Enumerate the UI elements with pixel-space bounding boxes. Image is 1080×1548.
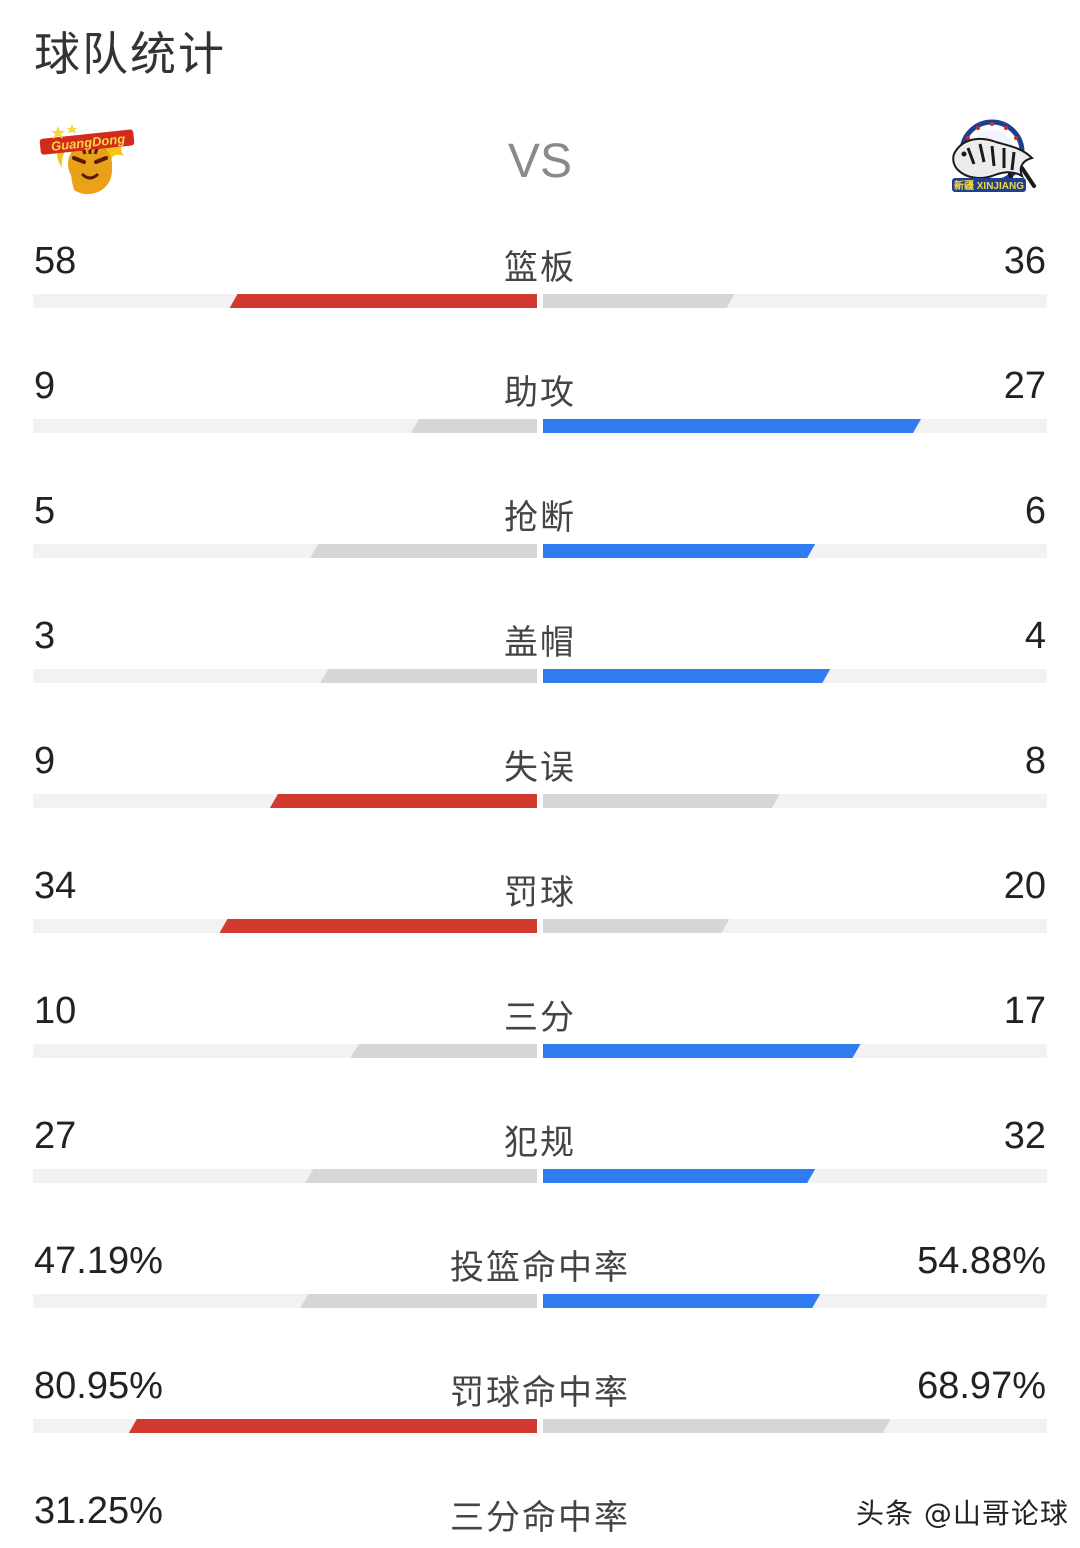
away-stat-value: 32 xyxy=(1003,1115,1046,1157)
stat-row: 10 三分 17 xyxy=(0,980,1080,1105)
away-stat-value: 54.88% xyxy=(917,1240,1046,1282)
away-bar-track xyxy=(543,419,1047,433)
away-bar-track xyxy=(543,919,1047,933)
away-bar-fill xyxy=(543,1044,861,1058)
away-bar-fill xyxy=(543,419,921,433)
vs-label: VS xyxy=(507,135,573,188)
home-bar-fill xyxy=(320,669,537,683)
stat-label: 盖帽 xyxy=(504,623,576,663)
away-logo-text: 新疆 XINJIANG xyxy=(954,179,1024,192)
home-stat-value: 5 xyxy=(34,490,56,532)
stat-label: 犯规 xyxy=(504,1123,576,1163)
home-stat-value: 9 xyxy=(34,740,56,782)
stat-label: 罚球 xyxy=(504,873,576,913)
away-stat-value: 68.97% xyxy=(917,1365,1046,1407)
home-bar-fill xyxy=(128,1419,537,1433)
away-bar-fill xyxy=(543,669,830,683)
away-stat-value: 17 xyxy=(1003,990,1046,1032)
away-stat-value: 27 xyxy=(1003,365,1046,407)
away-bar-track xyxy=(543,669,1047,683)
away-bar-track xyxy=(543,1169,1047,1183)
guangdong-tiger-logo-icon[interactable]: GuangDong xyxy=(38,118,138,198)
stat-label: 抢断 xyxy=(504,498,576,538)
stat-row: 47.19% 投篮命中率 54.88% xyxy=(0,1230,1080,1355)
home-bar-track xyxy=(33,1294,537,1308)
home-stat-value: 47.19% xyxy=(34,1240,163,1282)
stat-row: 9 失误 8 xyxy=(0,730,1080,855)
home-bar-track xyxy=(33,919,537,933)
home-bar-fill xyxy=(305,1169,537,1183)
page-title: 球队统计 xyxy=(34,27,226,81)
home-stat-value: 3 xyxy=(34,615,56,657)
home-bar-fill xyxy=(269,794,537,808)
home-stat-value: 9 xyxy=(34,365,56,407)
away-bar-fill xyxy=(543,919,729,933)
home-bar-track xyxy=(33,1044,537,1058)
teams-header: GuangDong VS 新疆 XINJIANG xyxy=(0,118,1080,208)
away-stat-value: 36 xyxy=(1003,240,1046,282)
stat-label: 失误 xyxy=(504,748,576,788)
stat-row: 80.95% 罚球命中率 68.97% xyxy=(0,1355,1080,1480)
home-stat-value: 34 xyxy=(34,865,77,907)
away-bar-track xyxy=(543,544,1047,558)
away-bar-track xyxy=(543,1044,1047,1058)
stat-row: 31.25% 三分命中率 xyxy=(0,1480,1080,1548)
stat-row: 3 盖帽 4 xyxy=(0,605,1080,730)
home-bar-track xyxy=(33,1419,537,1433)
away-bar-fill xyxy=(543,294,735,308)
away-bar-track xyxy=(543,294,1047,308)
home-bar-fill xyxy=(219,919,537,933)
xinjiang-tiger-logo-icon[interactable]: 新疆 XINJIANG xyxy=(940,118,1040,198)
home-bar-fill xyxy=(350,1044,537,1058)
home-bar-track xyxy=(33,294,537,308)
home-bar-fill xyxy=(310,544,537,558)
home-stat-value: 27 xyxy=(34,1115,77,1157)
home-bar-track xyxy=(33,669,537,683)
stat-label: 三分命中率 xyxy=(450,1498,630,1538)
away-bar-fill xyxy=(543,1169,815,1183)
away-stat-value: 8 xyxy=(1024,740,1046,782)
home-bar-track xyxy=(33,1169,537,1183)
home-bar-fill xyxy=(300,1294,537,1308)
away-bar-track xyxy=(543,1419,1047,1433)
away-bar-fill xyxy=(543,794,780,808)
home-bar-fill xyxy=(411,419,537,433)
stat-label: 篮板 xyxy=(504,248,576,288)
home-bar-track xyxy=(33,794,537,808)
stat-row: 58 篮板 36 xyxy=(0,230,1080,355)
away-bar-track xyxy=(543,794,1047,808)
stat-label: 助攻 xyxy=(504,373,576,413)
away-stat-value: 20 xyxy=(1003,865,1046,907)
home-stat-value: 10 xyxy=(34,990,77,1032)
away-bar-fill xyxy=(543,544,815,558)
home-stat-value: 31.25% xyxy=(34,1490,163,1532)
stat-row: 5 抢断 6 xyxy=(0,480,1080,605)
stat-row: 34 罚球 20 xyxy=(0,855,1080,980)
away-bar-fill xyxy=(543,1294,820,1308)
away-bar-fill xyxy=(543,1419,891,1433)
home-bar-track xyxy=(33,419,537,433)
home-bar-fill xyxy=(229,294,537,308)
home-stat-value: 58 xyxy=(34,240,77,282)
home-bar-track xyxy=(33,544,537,558)
home-stat-value: 80.95% xyxy=(34,1365,163,1407)
watermark: 头条 @山哥论球 xyxy=(856,1497,1069,1530)
away-stat-value: 6 xyxy=(1024,490,1046,532)
stat-row: 27 犯规 32 xyxy=(0,1105,1080,1230)
away-stat-value: 4 xyxy=(1024,615,1046,657)
away-bar-track xyxy=(543,1294,1047,1308)
stat-row: 9 助攻 27 xyxy=(0,355,1080,480)
stat-label: 投篮命中率 xyxy=(450,1248,630,1288)
stat-label: 罚球命中率 xyxy=(450,1373,630,1413)
stat-label: 三分 xyxy=(504,998,576,1038)
